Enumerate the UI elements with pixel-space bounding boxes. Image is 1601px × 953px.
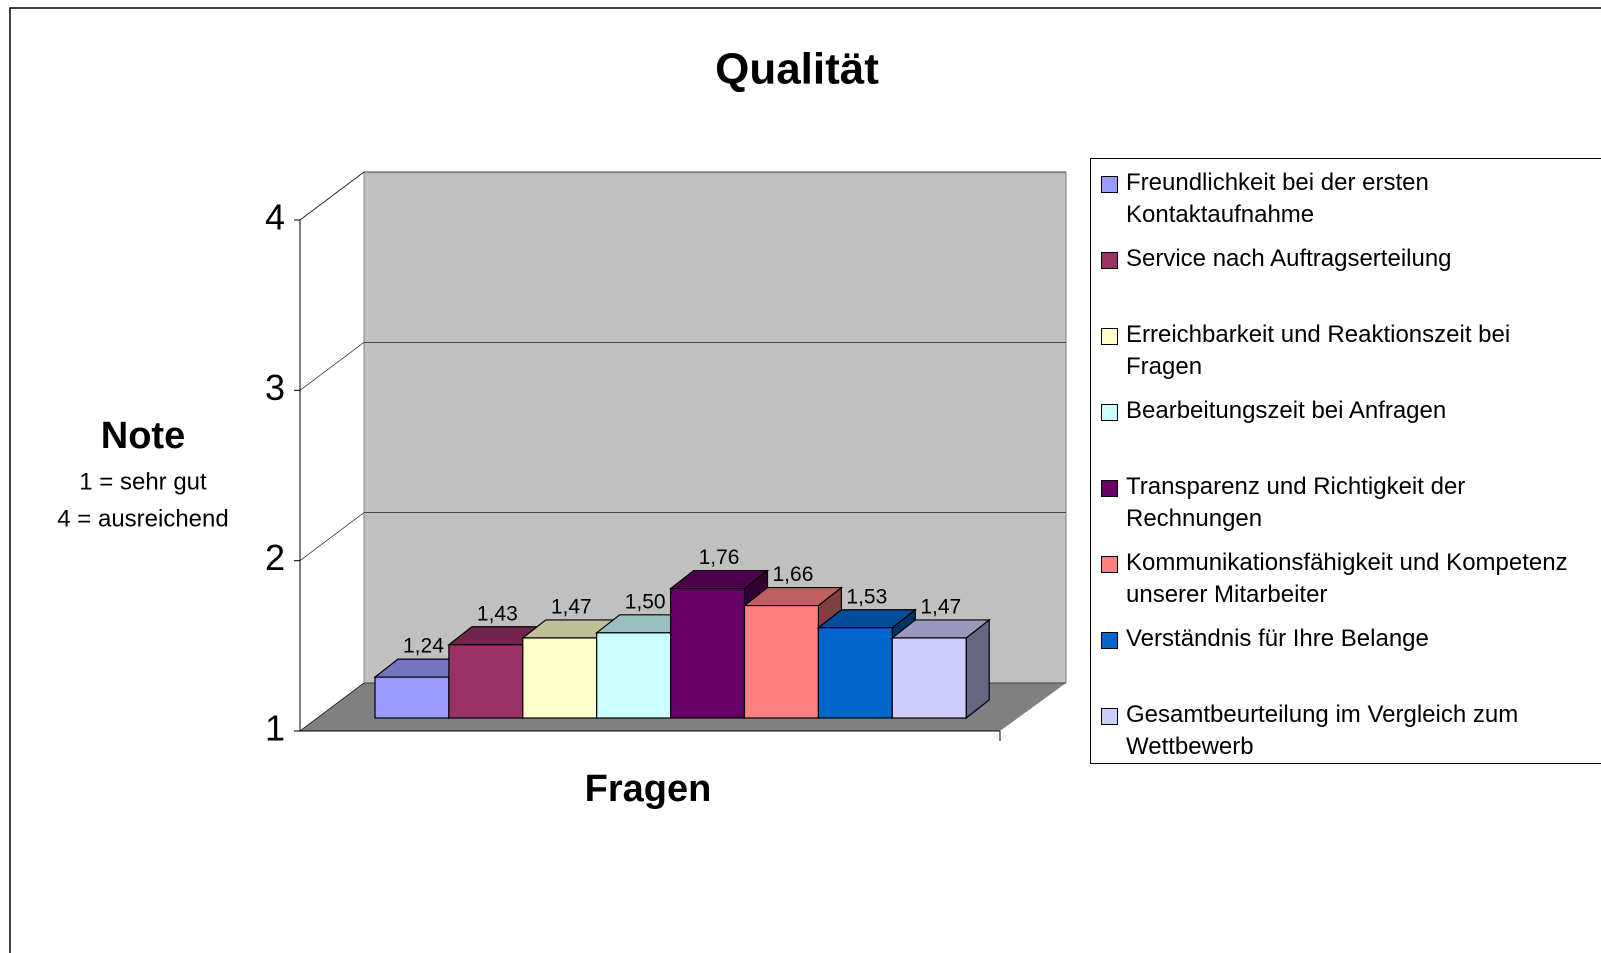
legend: Freundlichkeit bei der ersten Kontaktauf…: [1090, 158, 1601, 764]
bar: [596, 632, 672, 719]
side-wall: [299, 171, 365, 732]
legend-entry: Transparenz und Richtigkeit der Rechnung…: [1099, 471, 1576, 535]
legend-swatch: [1101, 328, 1118, 345]
bar: [669, 587, 746, 719]
grid-line: [299, 512, 365, 561]
y-tick-label: 2: [265, 537, 285, 578]
bar: [817, 627, 893, 719]
data-label: 1,47: [920, 595, 961, 618]
bars: [373, 569, 991, 720]
legend-entry: Freundlichkeit bei der ersten Kontaktauf…: [1099, 167, 1576, 231]
y-axis-label: Note: [101, 415, 185, 457]
bar: [522, 637, 598, 719]
bar: [743, 604, 820, 719]
data-label: 1,76: [699, 546, 740, 569]
legend-label: Service nach Auftragserteilung: [1126, 245, 1452, 272]
bar-group: [890, 618, 991, 720]
legend-label: Kommunikationsfähigkeit und Kompetenz un…: [1126, 549, 1568, 608]
chart-border: [9, 7, 1601, 953]
y-tick-label: 4: [265, 197, 285, 238]
x-axis-label: Fragen: [585, 768, 712, 810]
y-tick-label: 1: [265, 708, 285, 749]
legend-entry: Bearbeitungszeit bei Anfragen: [1099, 395, 1576, 427]
data-label: 1,53: [846, 585, 887, 608]
bar: [448, 644, 524, 719]
legend-swatch: [1101, 480, 1118, 497]
grid-line: [299, 682, 365, 732]
bar: [891, 637, 967, 719]
data-label: 1,24: [403, 635, 444, 658]
legend-label: Bearbeitungszeit bei Anfragen: [1126, 397, 1447, 424]
legend-swatch: [1101, 556, 1118, 573]
legend-label: Verständnis für Ihre Belange: [1126, 625, 1429, 652]
y-tick-label: 3: [265, 367, 285, 408]
grid-line: [299, 342, 365, 391]
legend-swatch: [1101, 632, 1118, 649]
data-label: 1,50: [625, 590, 666, 613]
legend-label: Erreichbarkeit und Reaktionszeit bei Fra…: [1126, 321, 1511, 380]
legend-entry: Verständnis für Ihre Belange: [1099, 623, 1576, 655]
legend-entry: Service nach Auftragserteilung: [1099, 243, 1576, 275]
legend-swatch: [1101, 252, 1118, 269]
legend-swatch: [1101, 708, 1118, 725]
legend-entry: Erreichbarkeit und Reaktionszeit bei Fra…: [1099, 319, 1576, 383]
legend-label: Freundlichkeit bei der ersten Kontaktauf…: [1126, 169, 1429, 228]
legend-swatch: [1101, 404, 1118, 421]
legend-label: Transparenz und Richtigkeit der Rechnung…: [1126, 473, 1466, 532]
y-axis-note: 4 = ausreichend: [57, 505, 228, 532]
bar: [374, 676, 450, 719]
grid-line: [299, 171, 365, 221]
legend-label: Gesamtbeurteilung im Vergleich zum Wettb…: [1126, 701, 1519, 760]
data-label: 1,66: [773, 563, 814, 586]
data-label: 1,47: [551, 595, 592, 618]
data-label: 1,43: [477, 602, 518, 625]
chart-title: Qualität: [715, 45, 879, 94]
legend-swatch: [1101, 176, 1118, 193]
legend-entry: Kommunikationsfähigkeit und Kompetenz un…: [1099, 547, 1576, 611]
legend-entry: Gesamtbeurteilung im Vergleich zum Wettb…: [1099, 699, 1576, 763]
y-axis-note: 1 = sehr gut: [79, 468, 207, 495]
